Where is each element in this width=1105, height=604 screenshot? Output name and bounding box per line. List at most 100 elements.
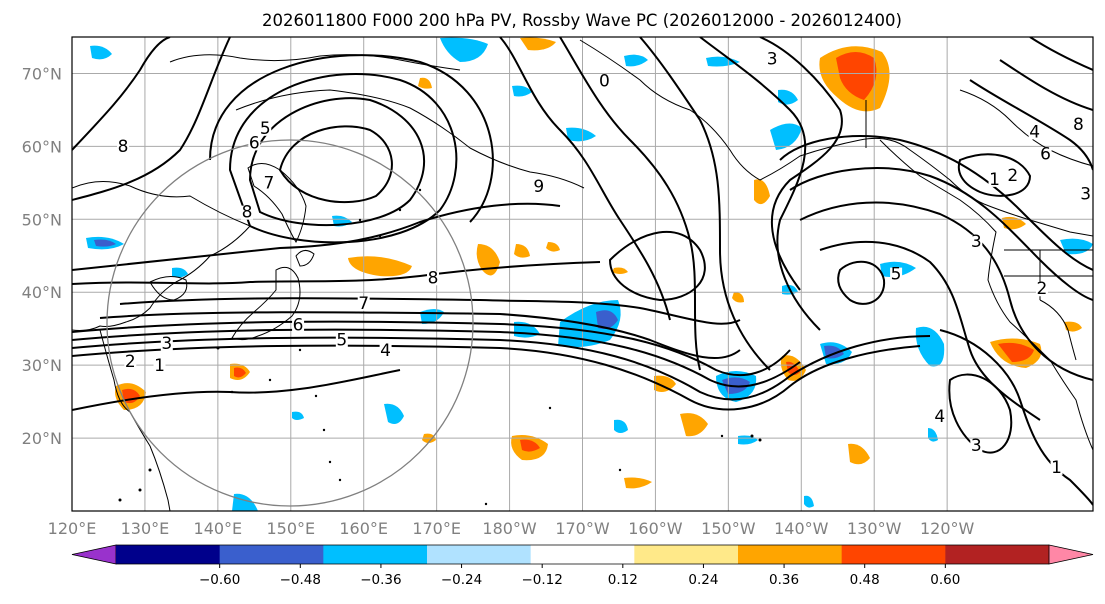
contour-label: 5: [260, 119, 271, 139]
lat-tick-label: 30°N: [22, 356, 62, 375]
lon-tick-label: 140°W: [774, 519, 829, 538]
contour-label: 8: [118, 137, 129, 157]
colorbar: −0.60 −0.48 −0.36 −0.24 −0.12 0.12 0.24 0.36 0.4…: [71, 544, 1094, 588]
contour-label-bg: [1006, 169, 1019, 184]
contour-label-bg: [335, 333, 348, 348]
latitude-axis: 70°N 60°N 50°N 40°N 30°N 20°N: [22, 64, 62, 448]
colorbar-tick-label: 0.36: [769, 572, 799, 588]
contour-label-bg: [970, 234, 983, 249]
colorbar-segment: [945, 545, 1050, 564]
contour-label-bg: [262, 176, 275, 191]
contour-label-bg: [124, 355, 137, 370]
contour-label-bg: [1079, 187, 1092, 202]
contour-label-bg: [117, 140, 130, 155]
colorbar-tick-label: 0.48: [850, 572, 880, 588]
contour-label-bg: [426, 271, 439, 286]
contour-label: 6: [1040, 144, 1051, 164]
lat-tick-label: 20°N: [22, 429, 62, 448]
contour-label-bg: [890, 267, 903, 282]
lon-tick-label: 170°W: [555, 519, 610, 538]
contour-label-bg: [1035, 282, 1048, 297]
lon-tick-label: 130°W: [847, 519, 902, 538]
contour-label-bg: [160, 336, 173, 351]
lon-tick-label: 180°W: [482, 519, 537, 538]
contour-label: 1: [154, 356, 165, 376]
lat-tick-label: 60°N: [22, 137, 62, 156]
contour-label: 9: [533, 177, 544, 197]
contour-label: 7: [358, 294, 369, 314]
contour-label: 5: [891, 265, 902, 285]
map-frame: [71, 36, 1094, 512]
lat-tick-label: 40°N: [22, 283, 62, 302]
contour-label: 7: [263, 173, 274, 193]
contour-label-bg: [241, 205, 254, 220]
colorbar-segment: [634, 545, 739, 564]
contour-label-bg: [766, 52, 779, 67]
colorbar-outline: [116, 544, 1049, 565]
contour-label-bg: [248, 136, 261, 151]
contour-label: 0: [599, 71, 610, 91]
contour-label: 1: [989, 170, 1000, 190]
lat-tick-label: 70°N: [22, 64, 62, 83]
colorbar-tick-label: −0.24: [441, 572, 482, 588]
colorbar-segment: [530, 545, 635, 564]
contour-label: 3: [1080, 184, 1091, 204]
colorbar-extend-high: [1048, 544, 1094, 565]
contour-label: 4: [1029, 122, 1040, 142]
chart-title: 2026011800 F000 200 hPa PV, Rossby Wave …: [262, 11, 902, 30]
colorbar-tick-label: 0.12: [608, 572, 638, 588]
contour-label-bg: [933, 409, 946, 424]
contour-label: 3: [767, 50, 778, 70]
contour-label-bg: [357, 296, 370, 311]
colorbar-segment: [323, 545, 428, 564]
colorbar-segment: [738, 545, 843, 564]
colorbar-segment: [841, 545, 946, 564]
contour-label: 2: [125, 352, 136, 372]
contour-label: 1: [1051, 458, 1062, 478]
reference-circle: [106, 139, 474, 507]
longitude-axis: 120°E 130°E 140°E 150°E 160°E 170°E 180°W 170°W…: [48, 519, 975, 538]
lon-tick-label: 150°E: [266, 519, 315, 538]
colorbar-tick-label: −0.36: [360, 572, 401, 588]
contour-label-bg: [379, 344, 392, 359]
colorbar-tick-label: −0.48: [280, 572, 321, 588]
lon-tick-label: 120°E: [48, 519, 97, 538]
contour-label: 3: [161, 334, 172, 354]
contour-label: 2: [1007, 166, 1018, 186]
contour-label: 8: [428, 268, 439, 288]
contour-label-bg: [1039, 147, 1052, 162]
contour-label-bg: [292, 318, 305, 333]
lon-tick-label: 130°E: [121, 519, 170, 538]
contour-label: 5: [336, 330, 347, 350]
contour-label-bg: [970, 439, 983, 454]
colorbar-tick-label: −0.60: [199, 572, 240, 588]
contour-label-bg: [532, 180, 545, 195]
contour-label-bg: [259, 121, 272, 136]
pv-contours: [72, 37, 1093, 506]
contour-label-bg: [1072, 118, 1085, 133]
contour-label-bg: [1050, 460, 1063, 475]
lon-tick-label: 160°W: [628, 519, 683, 538]
lat-tick-label: 50°N: [22, 210, 62, 229]
contour-label: 6: [249, 133, 260, 153]
contour-label: 4: [934, 407, 945, 427]
lon-tick-label: 140°E: [194, 519, 243, 538]
contour-label-bg: [988, 172, 1001, 187]
contour-label-bg: [598, 74, 611, 89]
contour-label: 8: [242, 203, 253, 223]
colorbar-tick-label: −0.12: [521, 572, 562, 588]
lon-tick-label: 160°E: [339, 519, 388, 538]
colorbar-segment: [427, 545, 532, 564]
contour-label: 8: [1073, 115, 1084, 135]
lon-tick-label: 170°E: [412, 519, 461, 538]
colorbar-segment: [219, 545, 324, 564]
contour-label: 2: [1037, 279, 1048, 299]
contour-label: 4: [380, 341, 391, 361]
contour-label-bg: [1028, 125, 1041, 140]
colorbar-tick-label: 0.24: [688, 572, 718, 588]
contour-label-bg: [153, 358, 166, 373]
pc-shading: [86, 37, 1093, 511]
